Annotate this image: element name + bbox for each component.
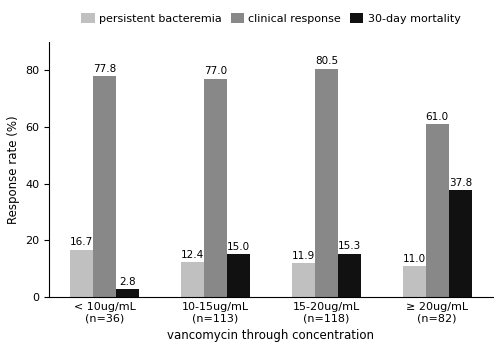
Text: 16.7: 16.7 (70, 237, 94, 247)
Y-axis label: Response rate (%): Response rate (%) (7, 115, 20, 224)
Text: 61.0: 61.0 (426, 112, 449, 122)
Bar (338, 254, 361, 297)
Bar (315, 69, 338, 297)
Bar (426, 124, 449, 297)
Bar (116, 289, 140, 297)
Bar (70, 250, 93, 297)
Text: 77.8: 77.8 (93, 64, 116, 74)
Text: 2.8: 2.8 (120, 277, 136, 287)
Text: 15.0: 15.0 (227, 242, 250, 252)
Bar (227, 254, 250, 297)
Bar (93, 76, 116, 297)
Text: 80.5: 80.5 (315, 57, 338, 66)
Text: 37.8: 37.8 (448, 178, 472, 187)
X-axis label: vancomycin through concentration: vancomycin through concentration (168, 329, 374, 342)
Bar (449, 190, 472, 297)
Bar (181, 262, 204, 297)
Text: 77.0: 77.0 (204, 66, 227, 76)
Text: 11.9: 11.9 (292, 251, 315, 261)
Bar (292, 263, 315, 297)
Text: 11.0: 11.0 (402, 254, 425, 263)
Legend: persistent bacteremia, clinical response, 30-day mortality: persistent bacteremia, clinical response… (77, 9, 465, 28)
Text: 12.4: 12.4 (181, 250, 204, 260)
Bar (204, 79, 227, 297)
Bar (402, 266, 425, 297)
Text: 15.3: 15.3 (338, 242, 361, 251)
